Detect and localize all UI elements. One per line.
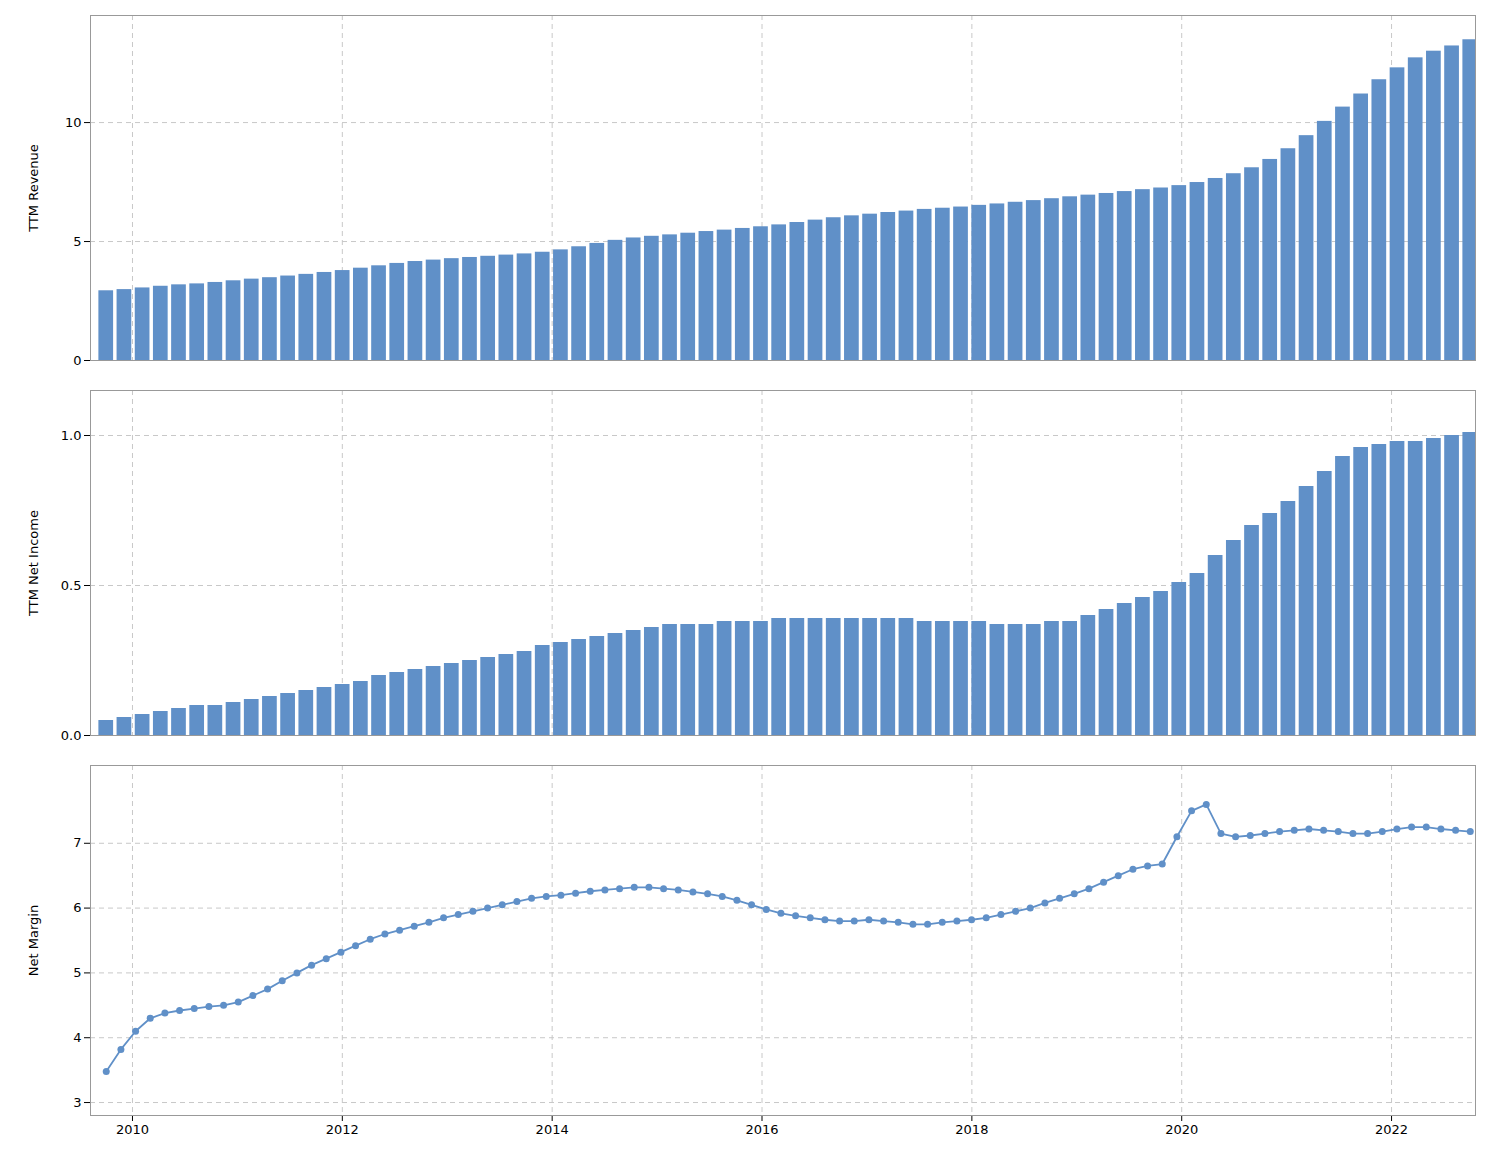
svg-text:0.5: 0.5 [61,578,82,593]
svg-text:2010: 2010 [116,1122,149,1137]
svg-text:10: 10 [65,115,82,130]
svg-text:1.0: 1.0 [61,428,82,443]
svg-text:TTM Revenue: TTM Revenue [26,144,41,233]
svg-text:5: 5 [73,965,81,980]
svg-text:2020: 2020 [1165,1122,1198,1137]
svg-text:2012: 2012 [326,1122,359,1137]
svg-text:Net Margin: Net Margin [26,905,41,976]
svg-text:6: 6 [73,900,81,915]
svg-text:3: 3 [73,1095,81,1110]
svg-text:2016: 2016 [745,1122,778,1137]
svg-text:4: 4 [73,1030,81,1045]
svg-text:2022: 2022 [1375,1122,1408,1137]
svg-text:5: 5 [73,234,81,249]
svg-text:2014: 2014 [536,1122,569,1137]
svg-text:7: 7 [73,835,81,850]
svg-text:0: 0 [73,353,81,368]
svg-text:TTM Net Income: TTM Net Income [26,510,41,617]
svg-text:0.0: 0.0 [61,728,82,743]
svg-text:2018: 2018 [955,1122,988,1137]
